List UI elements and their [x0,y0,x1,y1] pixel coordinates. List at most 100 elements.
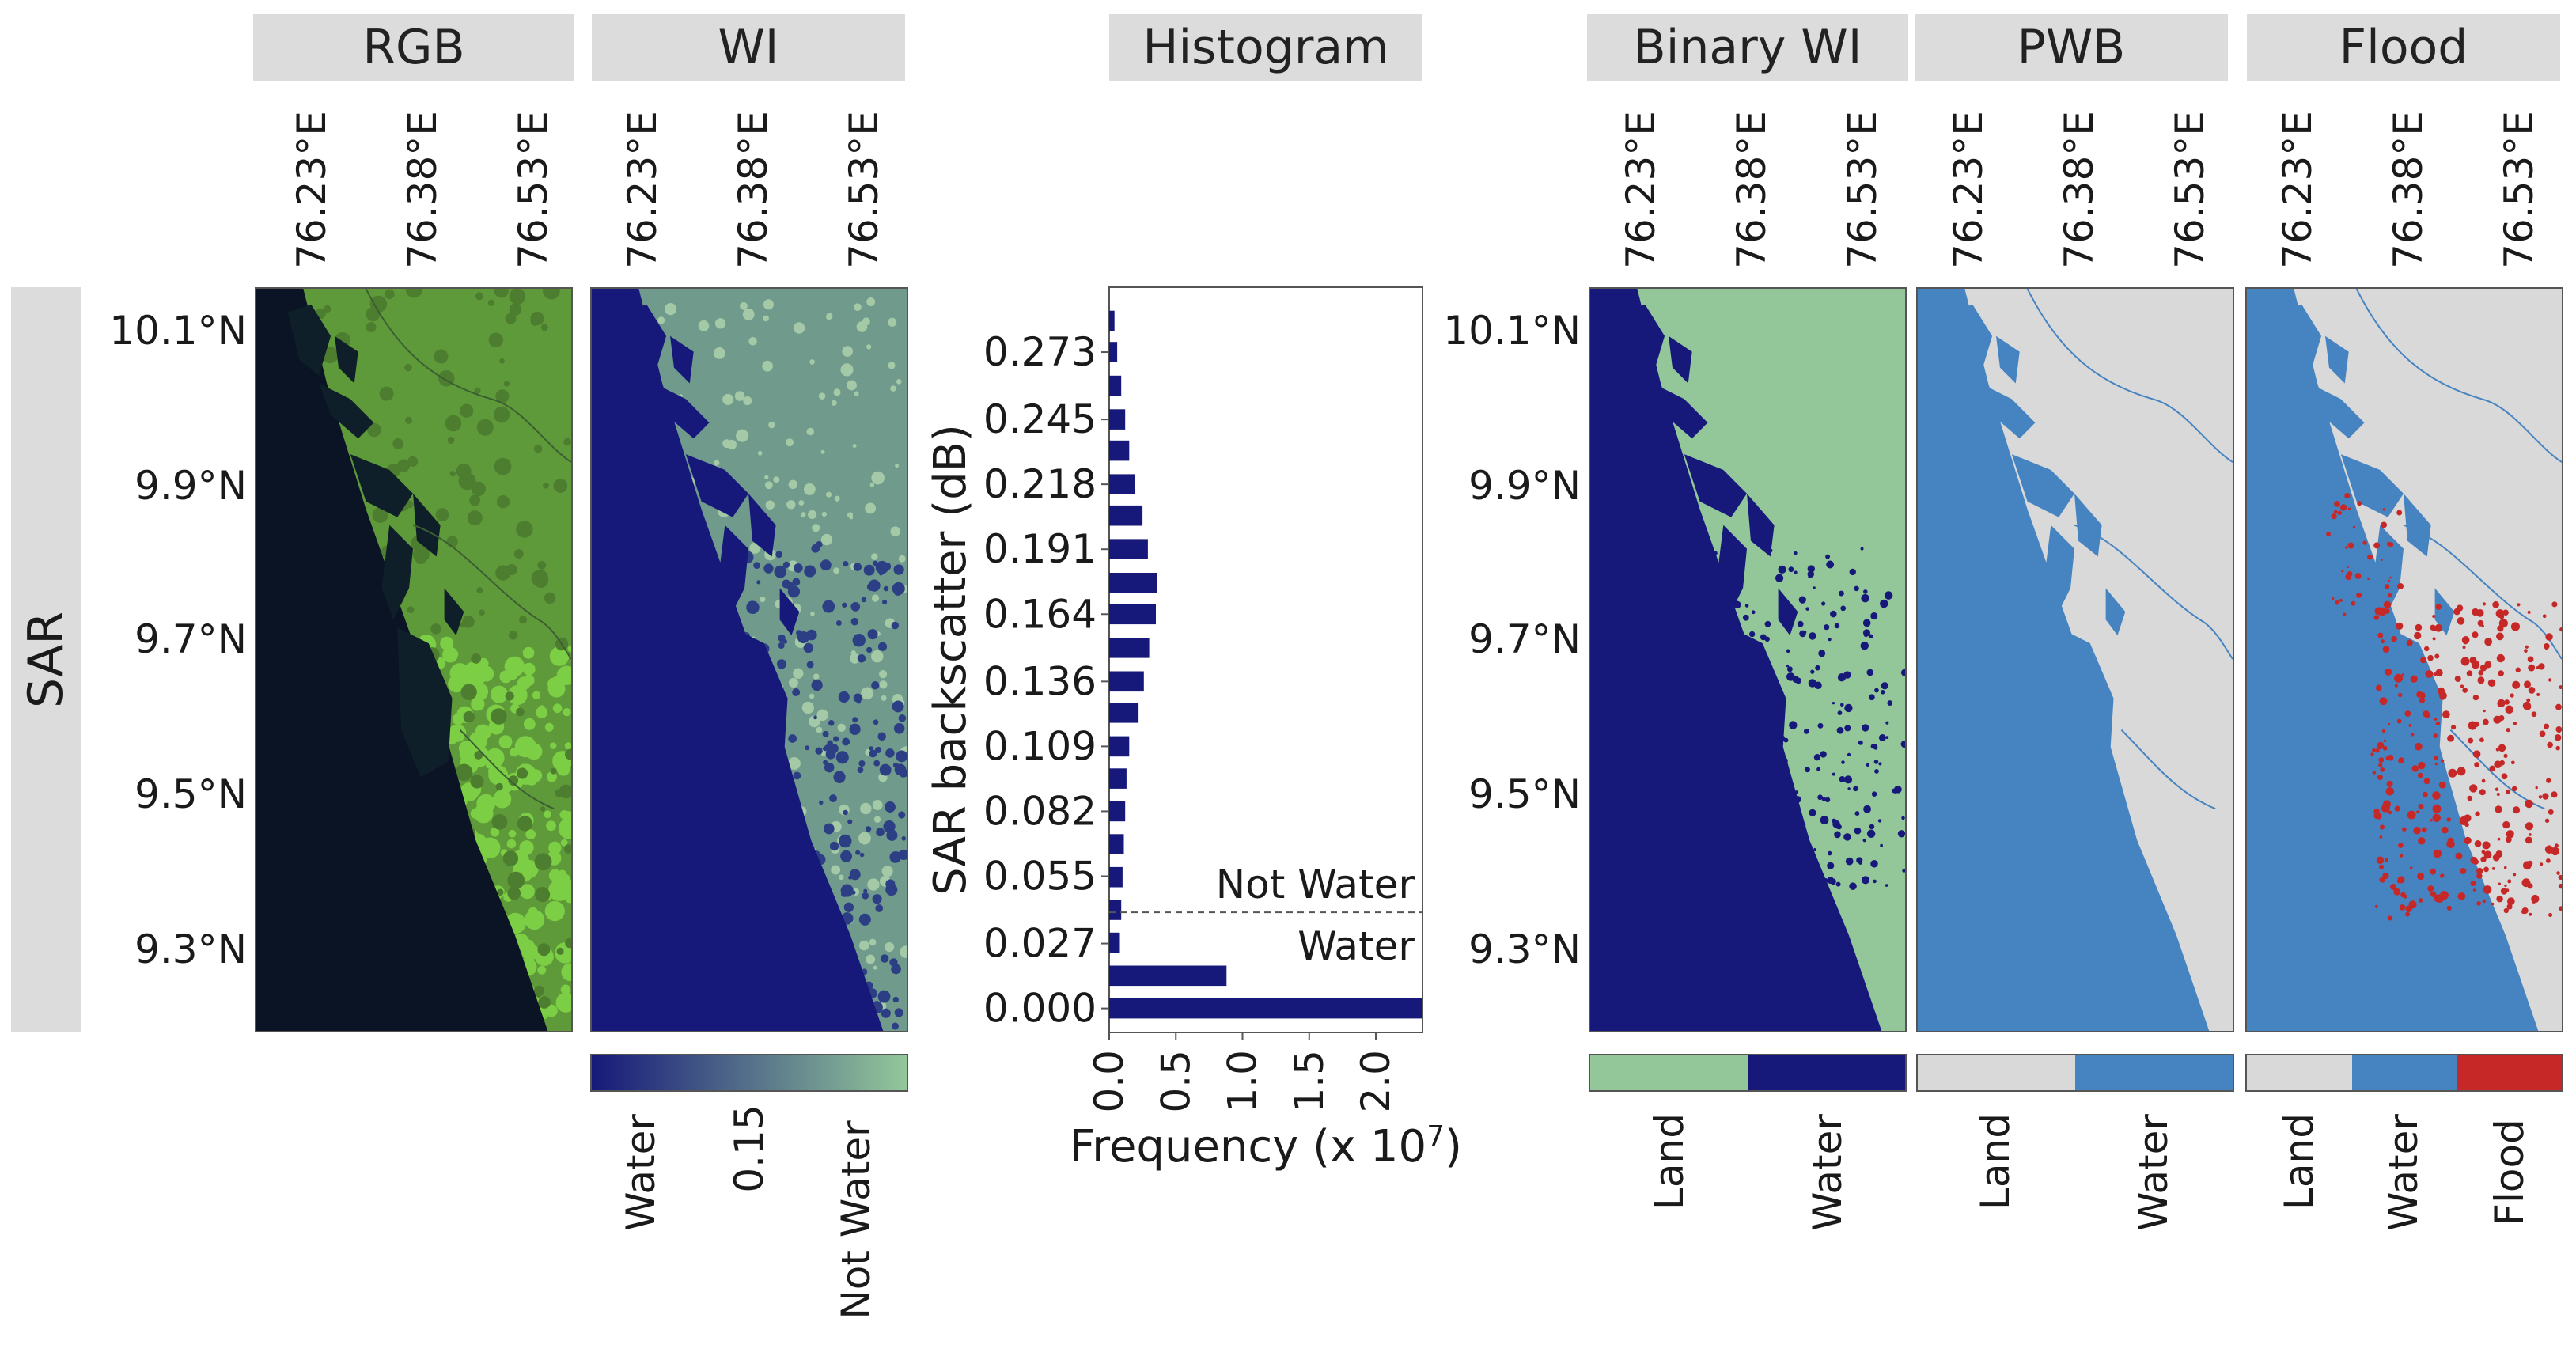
wi-bright [808,510,817,520]
flood-red [2529,833,2532,836]
wi-wet [828,719,835,726]
flood-red [2377,775,2383,781]
flood-red [2512,680,2521,689]
rgb-river-2 [412,524,571,660]
wi-bright [879,680,888,689]
pwb-lake-5 [2074,493,2102,557]
flood-red [2554,843,2559,848]
flood-red [2457,616,2465,625]
flood-red-north [2354,573,2362,579]
flood-red [2379,824,2385,830]
flood-red [2438,781,2446,789]
histogram-bar [1109,900,1122,920]
flood-red [2454,676,2461,682]
pwb-lon-tick-2: 76.53°E [2167,111,2213,269]
binary-water-speck [1722,770,1729,778]
wi-lon-tick-0: 76.23°E [619,111,665,269]
wi-wet [849,723,861,735]
wi-wet [861,597,867,603]
flood-red-north [2367,554,2373,560]
flood-red [2446,839,2455,848]
wi-bright [786,438,794,447]
wi-wet [753,562,760,569]
binary-colorbar-segment-1 [1748,1055,1905,1090]
wi-wet [852,635,865,647]
rgb-dark-field [508,775,519,786]
binary-water-speck [1863,633,1868,638]
wi-bright [809,359,815,365]
rgb-dark-field [505,313,517,324]
flood-red [2547,741,2553,748]
rgb-dark-field [385,289,395,300]
flood-red [2559,627,2562,632]
wi-wet [763,563,774,574]
histogram-xtick-label: 2.0 [1353,1050,1399,1113]
rgb-dark-field [497,888,504,896]
wi-wet [892,1022,900,1030]
rgb-lake-2 [350,454,414,517]
binary-lake-5 [1747,493,1775,557]
rgb-bright-field [544,900,565,922]
rgb-dark-field [460,403,474,418]
wi-bright [722,393,734,405]
pwb-lon-tick-1: 76.38°E [2056,111,2102,269]
binary-water-speck [1815,665,1820,671]
wi-wet [792,578,801,586]
rgb-dark-field [470,775,484,789]
rgb-dark-field [563,844,571,854]
pwb-cbar-label-land: Land [1972,1113,2018,1210]
binary-water-speck [1801,860,1809,867]
wi-wet [824,744,832,752]
binary-water-speck [1849,568,1856,576]
wi-wet [833,771,846,783]
rgb-dark-field [556,947,564,955]
wi-bright [885,941,895,953]
flood-red [2464,822,2469,828]
binary-water-speck [1808,575,1811,578]
wi-lake-4 [733,627,788,778]
rgb-bright-field [451,650,459,658]
rgb-bright-field [440,636,453,650]
flood-red [2544,818,2550,824]
binary-water-speck [1772,703,1780,710]
wi-wet [871,680,880,690]
flood-red [2423,778,2430,785]
flood-red [2407,810,2416,820]
binary-water-speck [1873,879,1877,884]
binary-water-speck [1775,574,1784,582]
wi-bright [881,866,893,877]
flood-red-north [2388,579,2390,582]
rgb-bright-field [525,743,543,760]
rgb-dark-field [495,565,511,581]
binary-water-speck [1887,700,1893,706]
flood-red [2410,733,2415,737]
binary-water-speck [1790,813,1794,816]
flood-red [2526,698,2531,703]
rgb-bright-field [522,646,535,659]
rgb-bright-field [552,703,563,714]
rgb-bright-field [525,829,536,840]
rgb-bright-field [561,963,571,982]
flood-red [2440,873,2445,878]
flood-colorbar-segment-1 [2351,1055,2457,1090]
wi-wet [835,751,849,764]
flood-red [2482,899,2487,904]
flood-lon-tick-2: 76.53°E [2496,111,2542,269]
wi-wet [794,563,803,573]
wi-cbar-label-notwater: Not Water [833,1120,879,1320]
histogram-bar [1109,998,1422,1019]
binary-water-speck [1754,650,1763,658]
flood-red [2558,883,2562,889]
wi-bright [854,391,859,396]
binary-water-speck [1813,753,1821,761]
flood-red [2377,607,2387,616]
flood-red [2558,730,2561,733]
wi-bright [861,687,873,700]
wi-wet [883,585,889,592]
binary-water-speck [1722,597,1732,605]
flood-red [2460,657,2470,666]
flood-red [2487,679,2496,688]
binary-water-speck [1809,809,1816,816]
flood-red [2427,885,2434,892]
binary-water-speck [1832,820,1840,828]
